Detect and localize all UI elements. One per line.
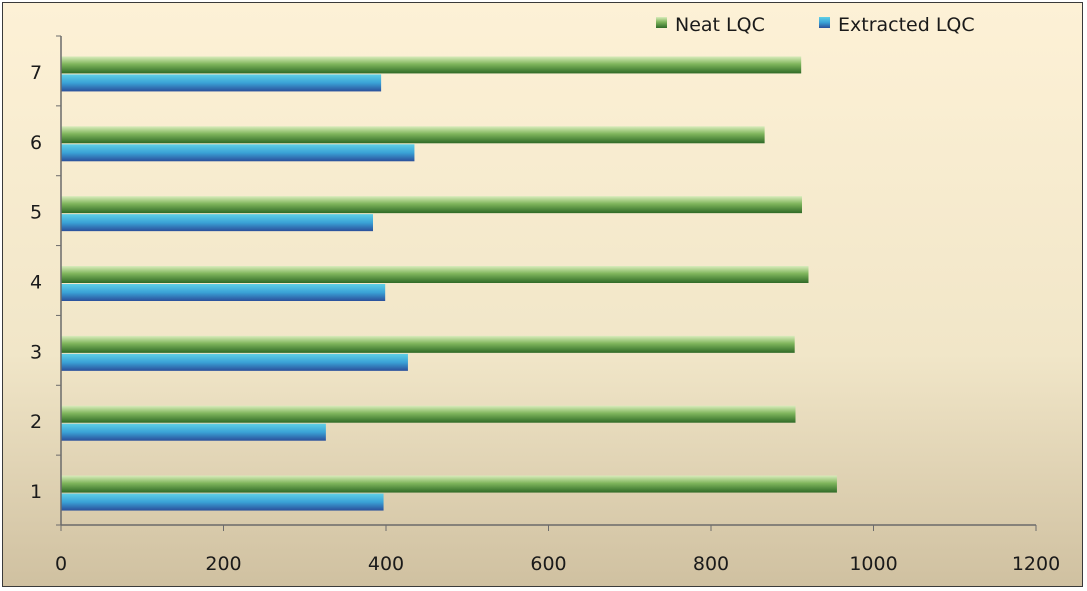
bar-extracted-lqc-7: [61, 74, 382, 92]
y-tick-label-1: 1: [30, 481, 42, 503]
x-tick-label-1200: 1200: [1012, 553, 1060, 575]
x-tick-label-600: 600: [530, 553, 566, 575]
bar-extracted-lqc-2: [61, 423, 326, 441]
bar-neat-lqc-1: [61, 475, 837, 493]
y-tick-label-3: 3: [30, 341, 42, 363]
bars-layer: [61, 56, 837, 511]
legend: Neat LQC Extracted LQC: [656, 14, 975, 36]
bar-extracted-lqc-6: [61, 144, 415, 162]
bar-extracted-lqc-4: [61, 284, 386, 301]
legend-label-extracted-lqc: Extracted LQC: [838, 14, 975, 36]
y-tick-label-7: 7: [30, 62, 42, 84]
bar-chart: 1 2 3 4 5 6 7 0 200 400 600 800 1000 1200 Neat LQC Ext…: [3, 3, 1082, 586]
bar-extracted-lqc-3: [61, 353, 408, 371]
legend-swatch-neat-lqc: [656, 17, 667, 28]
x-tick-label-800: 800: [693, 553, 729, 575]
axes-layer: 1 2 3 4 5 6 7 0 200 400 600 800 1000 1200: [30, 35, 1060, 575]
x-tick-label-400: 400: [368, 553, 404, 575]
x-tick-label-200: 200: [205, 553, 241, 575]
y-tick-label-2: 2: [30, 411, 42, 433]
x-tick-label-1000: 1000: [849, 553, 897, 575]
bar-neat-lqc-3: [61, 335, 795, 353]
bar-neat-lqc-6: [61, 126, 765, 144]
bar-extracted-lqc-1: [61, 493, 384, 511]
y-tick-label-6: 6: [30, 132, 42, 154]
legend-swatch-extracted-lqc: [819, 17, 830, 28]
legend-label-neat-lqc: Neat LQC: [675, 14, 765, 36]
bar-neat-lqc-4: [61, 266, 809, 283]
bar-neat-lqc-7: [61, 56, 802, 74]
bar-extracted-lqc-5: [61, 214, 373, 232]
y-tick-label-4: 4: [30, 272, 42, 294]
x-tick-label-0: 0: [55, 553, 67, 575]
y-tick-label-5: 5: [30, 202, 42, 224]
bar-neat-lqc-5: [61, 196, 802, 214]
bar-neat-lqc-2: [61, 405, 796, 423]
